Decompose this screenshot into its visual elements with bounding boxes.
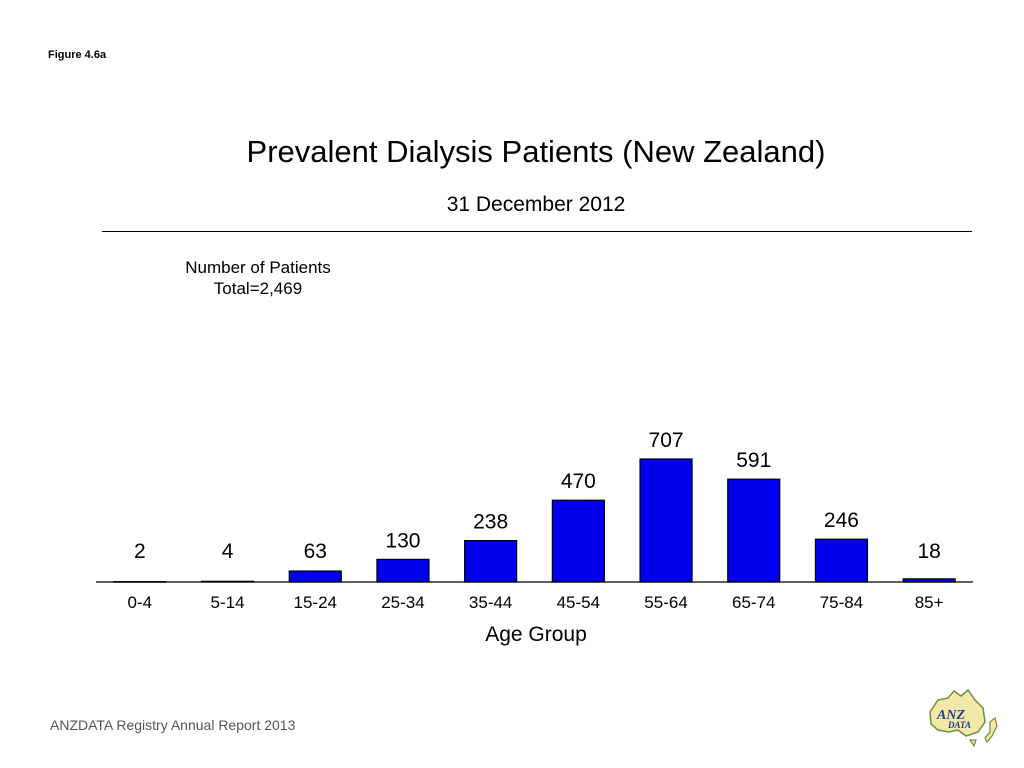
tick-label-35-44: 35-44 [469, 593, 512, 612]
logo-text-data: DATA [947, 720, 971, 730]
chart-subtitle: 31 December 2012 [446, 193, 626, 216]
data-label-35-44: 238 [473, 511, 508, 534]
bar-55-64 [639, 458, 693, 583]
tasmania-shape [968, 739, 977, 748]
data-label-85+: 18 [917, 540, 940, 563]
data-label-45-54: 470 [561, 470, 596, 493]
anzdata-logo: ANZ DATA [929, 688, 998, 748]
labels-group: 2 0-4 4 5-14 63 15-24 130 25-34 238 35-44 470 45-54… [128, 429, 944, 612]
bar-65-74 [727, 478, 781, 583]
annotation-total: Total=2,469 [213, 279, 303, 298]
new-zealand-shape [984, 716, 998, 744]
tick-label-25-34: 25-34 [381, 593, 424, 612]
tick-label-65-74: 65-74 [732, 593, 775, 612]
tick-label-15-24: 15-24 [294, 593, 337, 612]
tick-label-0-4: 0-4 [128, 593, 153, 612]
data-label-55-64: 707 [649, 429, 684, 452]
tick-label-75-84: 75-84 [820, 593, 863, 612]
title-divider [102, 231, 972, 232]
bar-35-44 [464, 539, 518, 583]
bar-75-84 [814, 538, 869, 583]
figure-label: Figure 4.6a [48, 49, 107, 61]
data-label-5-14: 4 [222, 540, 234, 563]
footer-text: ANZDATA Registry Annual Report 2013 [50, 717, 296, 733]
chart-title: Prevalent Dialysis Patients (New Zealand… [246, 134, 826, 169]
tick-label-85+: 85+ [915, 593, 944, 612]
bar-45-54 [551, 499, 605, 583]
data-label-75-84: 246 [824, 509, 859, 532]
data-label-0-4: 2 [134, 540, 146, 563]
data-label-15-24: 63 [304, 540, 327, 563]
tick-label-55-64: 55-64 [644, 593, 687, 612]
x-axis-title: Age Group [485, 623, 587, 646]
australia-map-shape [929, 688, 986, 737]
annotation-number-of-patients: Number of Patients [185, 258, 331, 277]
bar-25-34 [376, 558, 430, 583]
logo-text-anz: ANZ [936, 708, 965, 723]
data-label-25-34: 130 [385, 529, 420, 552]
tick-label-5-14: 5-14 [211, 593, 245, 612]
tick-label-45-54: 45-54 [557, 593, 600, 612]
data-label-65-74: 591 [736, 449, 771, 472]
bar-15-24 [288, 570, 342, 583]
